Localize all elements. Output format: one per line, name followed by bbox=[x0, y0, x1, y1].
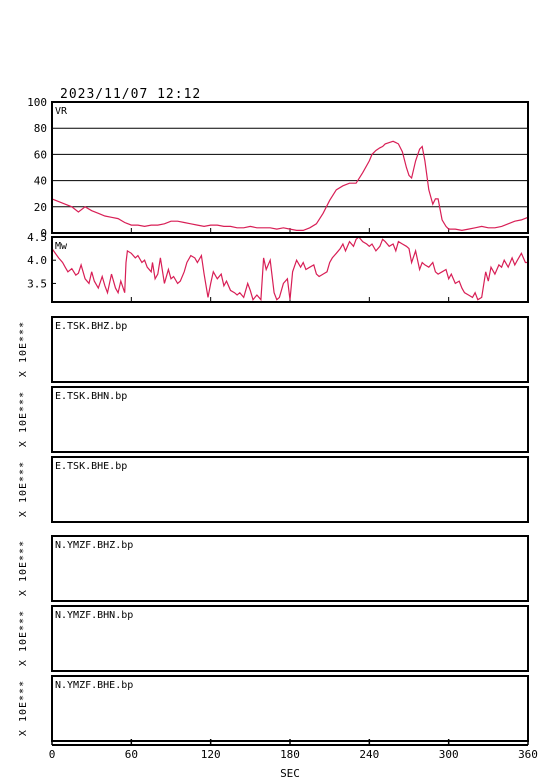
trace-panel: E.TSK.BHZ.bp X 10E*** bbox=[18, 316, 529, 383]
trace-panel: N.YMZF.BHE.bp X 10E*** bbox=[18, 675, 529, 742]
mw-y-tick-label: 4.0 bbox=[27, 254, 47, 267]
vr-y-tick-label: 0 bbox=[40, 227, 47, 240]
trace-label: N.YMZF.BHE.bp bbox=[55, 680, 133, 691]
vr-y-tick-label: 40 bbox=[34, 175, 47, 188]
trace-label: E.TSK.BHN.bp bbox=[55, 391, 127, 402]
trace-frame bbox=[51, 605, 529, 672]
mw-y-tick-label: 4.5 bbox=[27, 231, 47, 244]
trace-ylabel: X 10E*** bbox=[18, 610, 29, 666]
mw-frame bbox=[51, 236, 529, 303]
vr-y-tick-label: 60 bbox=[34, 148, 47, 161]
mw-series-line bbox=[51, 236, 528, 302]
mw-panel: 4.5 4.0 3.5 Mw bbox=[27, 231, 529, 303]
trace-ylabel: X 10E*** bbox=[18, 540, 29, 596]
vr-y-tick-label: 100 bbox=[27, 96, 47, 109]
vr-panel: 100 80 60 40 20 0 VR bbox=[27, 96, 529, 240]
time-axis-tick-label: 180 bbox=[280, 748, 300, 761]
trace-label: N.YMZF.BHN.bp bbox=[55, 610, 133, 621]
trace-label: E.TSK.BHZ.bp bbox=[55, 321, 127, 332]
vr-gridlines bbox=[52, 127, 528, 208]
trace-panel: N.YMZF.BHN.bp X 10E*** bbox=[18, 605, 529, 672]
time-axis-tick-label: 300 bbox=[439, 748, 459, 761]
mw-y-ticks: 4.5 4.0 3.5 bbox=[27, 231, 56, 290]
mw-y-tick-label: 3.5 bbox=[27, 277, 47, 290]
time-axis-tick-label: 120 bbox=[201, 748, 221, 761]
vr-y-ticks: 100 80 60 40 20 0 bbox=[27, 96, 47, 240]
trace-ylabel: X 10E*** bbox=[18, 321, 29, 377]
time-axis: 0 60 120 180 240 300 360 bbox=[49, 739, 538, 761]
trace-ylabel: X 10E*** bbox=[18, 680, 29, 736]
vr-y-tick-label: 80 bbox=[34, 122, 47, 135]
vr-frame bbox=[51, 101, 529, 234]
time-axis-tick-label: 60 bbox=[125, 748, 138, 761]
time-axis-tick-label: 0 bbox=[49, 748, 56, 761]
trace-panels: E.TSK.BHZ.bp X 10E*** E.TSK.BHN.bp X 10E… bbox=[18, 316, 529, 742]
trace-ylabel: X 10E*** bbox=[18, 391, 29, 447]
vr-y-tick-label: 20 bbox=[34, 201, 47, 214]
time-axis-tick-label: 360 bbox=[518, 748, 538, 761]
trace-frame bbox=[51, 456, 529, 523]
trace-frame bbox=[51, 316, 529, 383]
trace-ylabel: X 10E*** bbox=[18, 461, 29, 517]
vr-series-line bbox=[51, 140, 529, 232]
trace-panel: N.YMZF.BHZ.bp X 10E*** bbox=[18, 535, 529, 602]
time-axis-tick-label: 240 bbox=[359, 748, 379, 761]
trace-frame bbox=[51, 535, 529, 602]
trace-panel: E.TSK.BHN.bp X 10E*** bbox=[18, 386, 529, 453]
trace-frame bbox=[51, 386, 529, 453]
datetime-title: 2023/11/07 12:12 bbox=[60, 87, 201, 102]
trace-panel: E.TSK.BHE.bp X 10E*** bbox=[18, 456, 529, 523]
x-axis-label: SEC bbox=[280, 767, 300, 780]
trace-label: N.YMZF.BHZ.bp bbox=[55, 540, 133, 551]
mw-panel-label: Mw bbox=[55, 241, 68, 252]
vr-panel-label: VR bbox=[55, 106, 68, 117]
trace-label: E.TSK.BHE.bp bbox=[55, 461, 127, 472]
